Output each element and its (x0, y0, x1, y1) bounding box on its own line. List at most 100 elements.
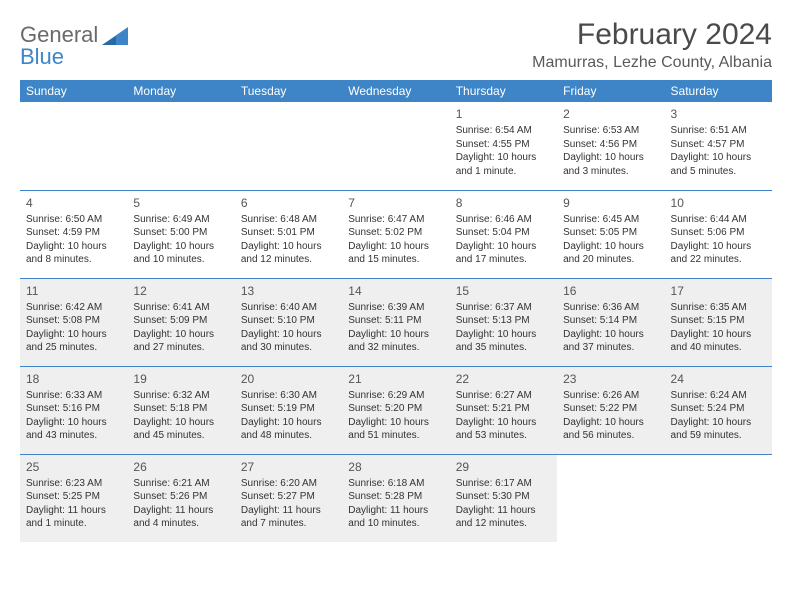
daylight-text: Daylight: 10 hours and 51 minutes. (348, 416, 443, 443)
calendar-day-cell (235, 102, 342, 190)
sunset-text: Sunset: 5:25 PM (26, 490, 121, 504)
weekday-header: Saturday (665, 80, 772, 102)
sunset-text: Sunset: 4:55 PM (456, 138, 551, 152)
day-number: 24 (671, 371, 766, 387)
day-number: 9 (563, 195, 658, 211)
calendar-day-cell: 14 Sunrise: 6:39 AMSunset: 5:11 PMDayligh… (342, 278, 449, 366)
weekday-header: Tuesday (235, 80, 342, 102)
sunrise-text: Sunrise: 6:39 AM (348, 301, 443, 315)
sunset-text: Sunset: 5:20 PM (348, 402, 443, 416)
daylight-text: Daylight: 10 hours and 59 minutes. (671, 416, 766, 443)
sunset-text: Sunset: 5:30 PM (456, 490, 551, 504)
calendar-day-cell: 21Sunrise: 6:29 AMSunset: 5:20 PMDayligh… (342, 366, 449, 454)
sunset-text: Sunset: 4:57 PM (671, 138, 766, 152)
day-number: 18 (26, 371, 121, 387)
sunrise-text: Sunrise: 6:18 AM (348, 477, 443, 491)
daylight-text: Daylight: 10 hours and 32 minutes. (348, 328, 443, 355)
calendar-day-cell: 3Sunrise: 6:51 AMSunset: 4:57 PMDaylight… (665, 102, 772, 190)
sunrise-text: Sunrise: 6:53 AM (563, 124, 658, 138)
day-number: 22 (456, 371, 551, 387)
calendar-day-cell: 1Sunrise: 6:54 AMSunset: 4:55 PMDaylight… (450, 102, 557, 190)
sunrise-text: Sunrise: 6:26 AM (563, 389, 658, 403)
calendar-day-cell: 5 Sunrise: 6:49 AMSunset: 5:00 PMDaylight… (127, 190, 234, 278)
calendar-table: SundayMondayTuesdayWednesdayThursdayFrid… (20, 80, 772, 542)
calendar-day-cell: 12Sunrise: 6:41 AMSunset: 5:09 PMDayligh… (127, 278, 234, 366)
day-number: 17 (671, 283, 766, 299)
sunset-text: Sunset: 5:06 PM (671, 226, 766, 240)
calendar-week-row: 4Sunrise: 6:50 AMSunset: 4:59 PMDaylight… (20, 190, 772, 278)
sunset-text: Sunset: 5:10 PM (241, 314, 336, 328)
calendar-day-cell: 27Sunrise: 6:20 AMSunset: 5:27 PMDayligh… (235, 454, 342, 542)
calendar-day-cell: 19Sunrise: 6:32 AMSunset: 5:18 PMDayligh… (127, 366, 234, 454)
day-number: 14 (348, 283, 443, 299)
logo-triangle-icon (102, 27, 130, 52)
day-number: 21 (348, 371, 443, 387)
sunset-text: Sunset: 5:16 PM (26, 402, 121, 416)
daylight-text: Daylight: 10 hours and 35 minutes. (456, 328, 551, 355)
weekday-header: Wednesday (342, 80, 449, 102)
day-number: 28 (348, 459, 443, 475)
daylight-text: Daylight: 10 hours and 45 minutes. (133, 416, 228, 443)
weekday-header: Thursday (450, 80, 557, 102)
sunrise-text: Sunrise: 6:47 AM (348, 213, 443, 227)
daylight-text: Daylight: 10 hours and 5 minutes. (671, 151, 766, 178)
weekday-header: Sunday (20, 80, 127, 102)
daylight-text: Daylight: 10 hours and 43 minutes. (26, 416, 121, 443)
calendar-day-cell (557, 454, 664, 542)
sunset-text: Sunset: 4:56 PM (563, 138, 658, 152)
sunrise-text: Sunrise: 6:23 AM (26, 477, 121, 491)
sunset-text: Sunset: 5:27 PM (241, 490, 336, 504)
sunrise-text: Sunrise: 6:20 AM (241, 477, 336, 491)
daylight-text: Daylight: 10 hours and 53 minutes. (456, 416, 551, 443)
sunset-text: Sunset: 5:00 PM (133, 226, 228, 240)
daylight-text: Daylight: 10 hours and 8 minutes. (26, 240, 121, 267)
logo-text-blue: Blue (20, 44, 64, 69)
calendar-week-row: 25 Sunrise: 6:23 AMSunset: 5:25 PM Dayligh… (20, 454, 772, 542)
day-number: 11 (26, 283, 121, 299)
sunrise-text: Sunrise: 6:21 AM (133, 477, 228, 491)
calendar-day-cell: 9Sunrise: 6:45 AMSunset: 5:05 PMDaylight… (557, 190, 664, 278)
daylight-text: Daylight: 10 hours and 37 minutes. (563, 328, 658, 355)
calendar-page: General Blue February 2024 Mamurras, Lez… (0, 0, 792, 612)
day-number: 23 (563, 371, 658, 387)
daylight-text: Daylight: 10 hours and 10 minutes. (133, 240, 228, 267)
sunrise-text: Sunrise: 6:36 AM (563, 301, 658, 315)
sunrise-text: Sunrise: 6:49 AM (133, 213, 228, 227)
sunset-text: Sunset: 5:18 PM (133, 402, 228, 416)
sunset-text: Sunset: 5:13 PM (456, 314, 551, 328)
sunrise-text: Sunrise: 6:51 AM (671, 124, 766, 138)
sunrise-text: Sunrise: 6:41 AM (133, 301, 228, 315)
calendar-day-cell: 26 Sunrise: 6:21 AMSunset: 5:26 PMDayligh… (127, 454, 234, 542)
calendar-day-cell: 13Sunrise: 6:40 AMSunset: 5:10 PMDayligh… (235, 278, 342, 366)
day-number: 5 (133, 195, 228, 211)
sunrise-text: Sunrise: 6:40 AM (241, 301, 336, 315)
daylight-text: Daylight: 10 hours and 48 minutes. (241, 416, 336, 443)
sunrise-text: Sunrise: 6:48 AM (241, 213, 336, 227)
calendar-day-cell (127, 102, 234, 190)
calendar-day-cell: 22Sunrise: 6:27 AMSunset: 5:21 PMDayligh… (450, 366, 557, 454)
calendar-day-cell (20, 102, 127, 190)
calendar-week-row: 11Sunrise: 6:42 AMSunset: 5:08 PMDayligh… (20, 278, 772, 366)
location-label: Mamurras, Lezhe County, Albania (532, 54, 772, 72)
daylight-text: Daylight: 10 hours and 27 minutes. (133, 328, 228, 355)
day-number: 25 (26, 459, 121, 475)
day-number: 26 (133, 459, 228, 475)
sunset-text: Sunset: 5:01 PM (241, 226, 336, 240)
sunset-text: Sunset: 5:26 PM (133, 490, 228, 504)
sunset-text: Sunset: 5:02 PM (348, 226, 443, 240)
calendar-day-cell: 7Sunrise: 6:47 AMSunset: 5:02 PMDaylight… (342, 190, 449, 278)
calendar-day-cell: 2Sunrise: 6:53 AMSunset: 4:56 PMDaylight… (557, 102, 664, 190)
sunset-text: Sunset: 5:11 PM (348, 314, 443, 328)
daylight-text: Daylight: 11 hours and 4 minutes. (133, 504, 228, 531)
daylight-text: Daylight: 10 hours and 1 minute. (456, 151, 551, 178)
sunset-text: Sunset: 5:09 PM (133, 314, 228, 328)
sunrise-text: Sunrise: 6:42 AM (26, 301, 121, 315)
calendar-day-cell: 20Sunrise: 6:30 AMSunset: 5:19 PMDayligh… (235, 366, 342, 454)
daylight-text: Daylight: 10 hours and 25 minutes. (26, 328, 121, 355)
calendar-day-cell: 11Sunrise: 6:42 AMSunset: 5:08 PMDayligh… (20, 278, 127, 366)
calendar-day-cell: 23Sunrise: 6:26 AMSunset: 5:22 PMDayligh… (557, 366, 664, 454)
calendar-day-cell: 17Sunrise: 6:35 AMSunset: 5:15 PMDayligh… (665, 278, 772, 366)
calendar-day-cell: 4Sunrise: 6:50 AMSunset: 4:59 PMDaylight… (20, 190, 127, 278)
daylight-text: Daylight: 10 hours and 20 minutes. (563, 240, 658, 267)
title-block: February 2024 Mamurras, Lezhe County, Al… (532, 18, 772, 72)
